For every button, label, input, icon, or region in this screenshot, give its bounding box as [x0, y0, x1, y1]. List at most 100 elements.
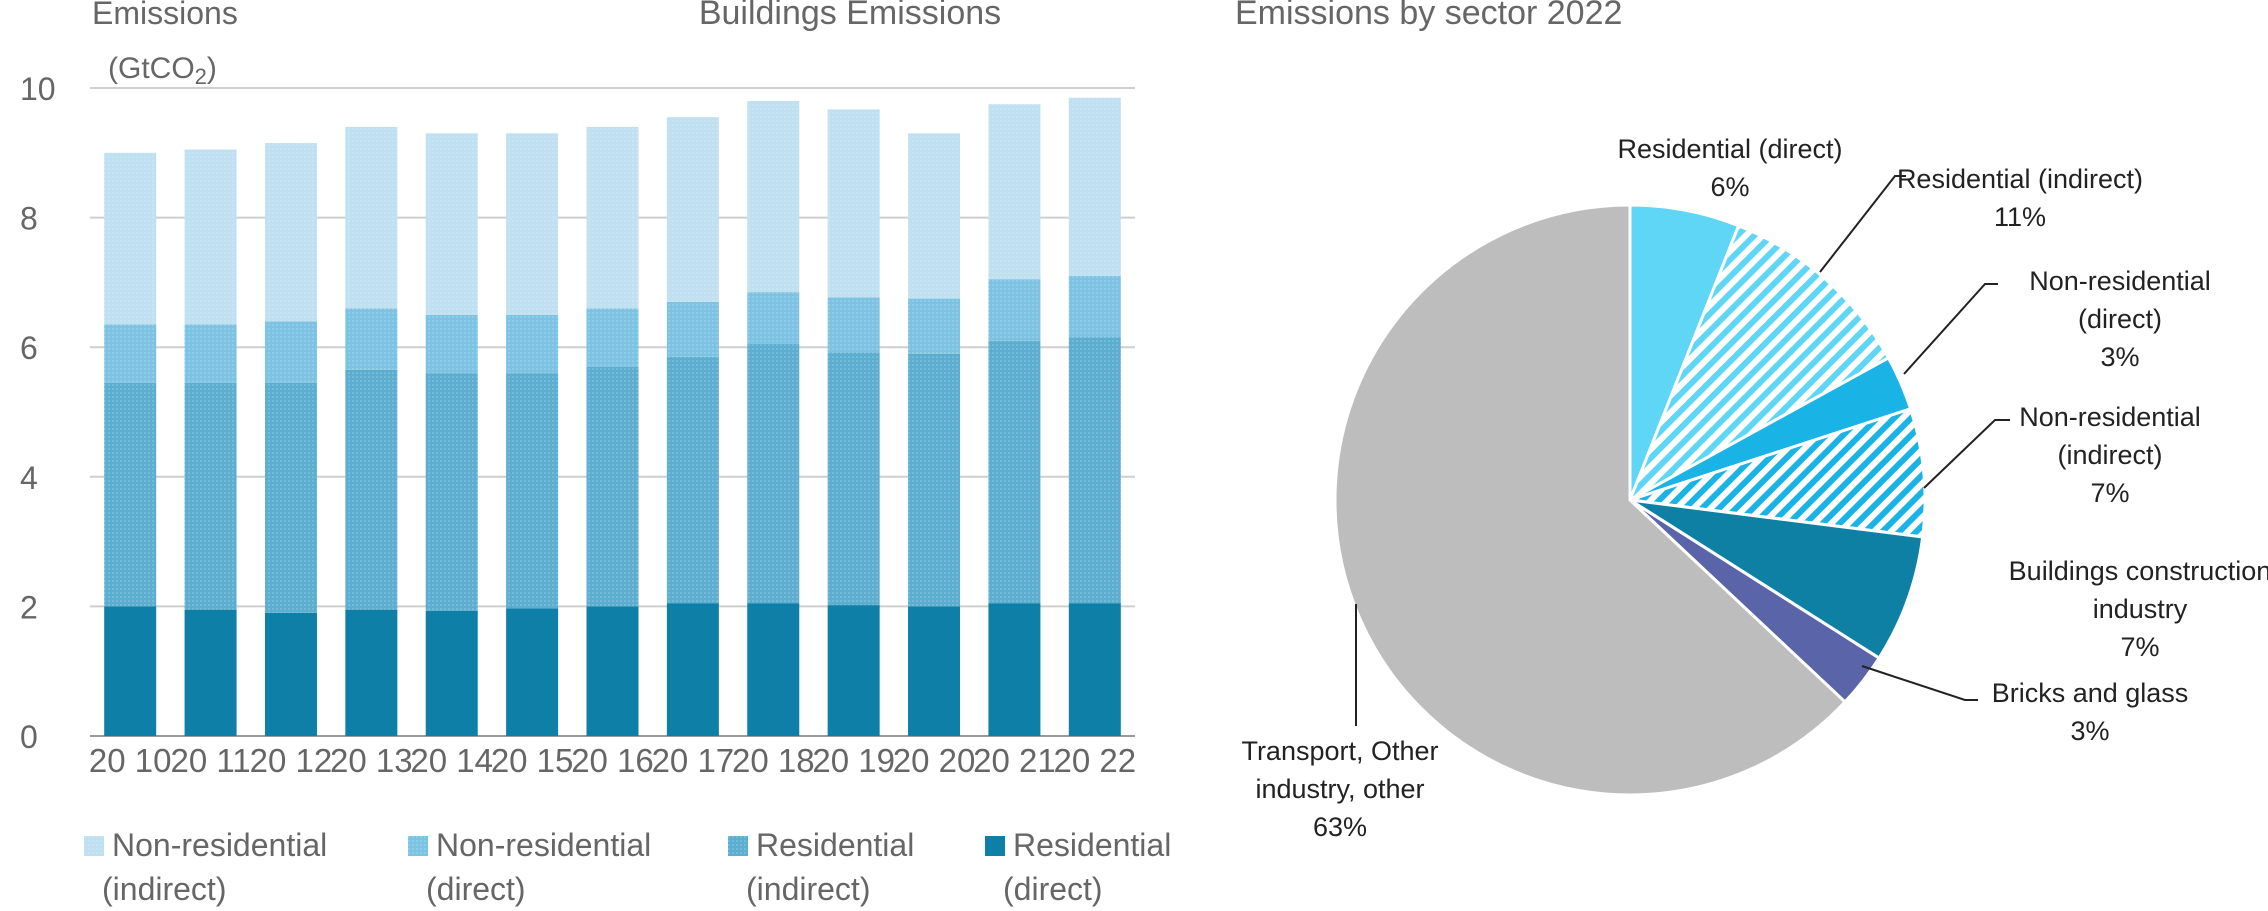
bar-segment-texture	[988, 340, 1041, 604]
x-tick-label: 20 18	[732, 742, 815, 779]
pie-slice-nonres_indirect	[1629, 406, 1927, 539]
legend-swatch-texture	[408, 836, 428, 856]
bar-segment-texture	[666, 117, 719, 302]
y-axis-unit-close: )	[207, 52, 217, 85]
bar-segment-texture	[104, 382, 157, 607]
legend-swatch-res_direct	[985, 836, 1005, 856]
legend-swatch-texture	[84, 836, 104, 856]
x-tick-label: 20 17	[652, 742, 735, 779]
legend-sublabel-res_direct: (direct)	[1003, 871, 1103, 907]
x-tick-label: 20 20	[893, 742, 976, 779]
x-tick-label: 20 11	[171, 742, 251, 779]
y-tick-label: 6	[20, 330, 38, 366]
bar-segment-texture	[666, 356, 719, 604]
pie-label-line: Transport, Other	[1241, 736, 1438, 766]
bar-segment-texture	[345, 308, 398, 370]
legend-sublabel-nonres_direct: (direct)	[426, 871, 526, 907]
x-tick-label: 20 14	[410, 742, 493, 779]
pie-label-line: (indirect)	[2057, 440, 2162, 470]
pie-slice-res_indirect	[1627, 223, 1891, 504]
y-tick-label: 10	[20, 71, 56, 107]
bar-segment-res_direct	[184, 609, 237, 736]
x-tick-label: 20 22	[1054, 742, 1137, 779]
bar-segment-texture	[747, 343, 800, 604]
pie-label-bldg_construction: Buildings construction industry 7%	[2009, 556, 2268, 662]
bar-segment-texture	[988, 104, 1041, 280]
x-tick-label: 20 10	[89, 742, 172, 779]
bar-y-ticks: 0 2 4 6 8 10	[20, 71, 56, 755]
bar-segment-texture	[345, 126, 398, 309]
x-tick-label: 20 15	[491, 742, 574, 779]
legend-label-nonres_direct: Non-residential	[436, 827, 651, 863]
pie-label-line: Buildings construction	[2009, 556, 2268, 586]
y-tick-label: 2	[20, 589, 38, 625]
bar-segment-texture	[425, 314, 478, 374]
y-tick-label: 0	[20, 719, 38, 755]
bar-segment-res_direct	[586, 606, 639, 736]
bar-chart: Buildings Emissions Emissions (GtCO2) 0 2…	[20, 0, 1171, 907]
pie-label-transport_other: Transport, Other industry, other 63%	[1241, 736, 1438, 842]
bar-segment-texture	[1068, 337, 1121, 604]
pie-label-line: Residential (indirect)	[1897, 164, 2143, 194]
pie-label-line: 7%	[2090, 478, 2129, 508]
bar-segment-texture	[184, 324, 237, 383]
bar-segment-res_direct	[425, 610, 478, 736]
bar-segment-res_direct	[104, 606, 157, 736]
y-axis-label: Emissions	[92, 0, 238, 31]
bar-segment-texture	[264, 143, 317, 322]
bar-segment-res_direct	[345, 609, 398, 736]
pie-label-line: 3%	[2070, 716, 2109, 746]
pie-label-line: 63%	[1313, 812, 1367, 842]
bar-segment-res_direct	[1068, 603, 1121, 736]
bar-segment-texture	[747, 100, 800, 293]
bar-segment-res_direct	[747, 603, 800, 736]
bar-segment-texture	[184, 149, 237, 325]
bar-segment-texture	[506, 133, 559, 315]
bar-segment-texture	[827, 297, 880, 353]
bar-segment-texture	[827, 109, 880, 298]
legend-sublabel-nonres_indirect: (indirect)	[102, 871, 226, 907]
legend-sublabel-res_indirect: (indirect)	[746, 871, 870, 907]
bar-bars	[104, 97, 1121, 736]
x-tick-label: 20 12	[250, 742, 333, 779]
pie-label-line: Bricks and glass	[1992, 678, 2189, 708]
pie-slice-bldg_construction	[1629, 498, 1925, 661]
legend-label-nonres_indirect: Non-residential	[112, 827, 327, 863]
bar-segment-texture	[908, 353, 961, 607]
x-tick-label: 20 19	[812, 742, 895, 779]
x-tick-label: 20 21	[973, 742, 1056, 779]
y-axis-unit: (GtCO2)	[108, 52, 217, 89]
bar-segment-texture	[827, 352, 880, 606]
pie-label-line: 3%	[2100, 342, 2139, 372]
pie-label-res_indirect: Residential (indirect) 11%	[1897, 164, 2143, 232]
bar-segment-texture	[586, 366, 639, 607]
bar-segment-texture	[506, 314, 559, 374]
bar-segment-texture	[425, 133, 478, 315]
bar-segment-texture	[666, 301, 719, 357]
bar-segment-texture	[425, 373, 478, 611]
bar-segment-texture	[988, 279, 1041, 341]
bar-segment-texture	[586, 308, 639, 367]
bar-segment-texture	[747, 292, 800, 344]
bar-segment-res_direct	[988, 603, 1041, 736]
bar-segment-res_direct	[506, 608, 559, 736]
bar-chart-title: Buildings Emissions	[699, 0, 1001, 32]
bar-segment-texture	[264, 321, 317, 383]
pie-label-line: 11%	[1994, 202, 2046, 232]
bar-segment-texture	[104, 324, 157, 383]
pie-label-nonres_indirect: Non-residential (indirect) 7%	[2019, 402, 2201, 508]
x-tick-label: 20 16	[571, 742, 654, 779]
bar-segment-res_direct	[264, 612, 317, 736]
pie-label-line: Non-residential	[2019, 402, 2201, 432]
bar-segment-texture	[908, 133, 961, 299]
bar-legend: Non-residential (indirect) Non-residential…	[84, 827, 1171, 907]
bar-segment-res_direct	[827, 605, 880, 736]
bar-segment-res_direct	[666, 603, 719, 736]
bar-segment-texture	[506, 373, 559, 609]
pie-chart: Emissions by sector 2022 Residential (di…	[1235, 0, 2268, 842]
pie-label-line: industry, other	[1255, 774, 1424, 804]
bar-segment-texture	[908, 298, 961, 354]
leader-line-bricks_glass	[1861, 665, 1978, 701]
pie-label-line: 6%	[1710, 172, 1749, 202]
